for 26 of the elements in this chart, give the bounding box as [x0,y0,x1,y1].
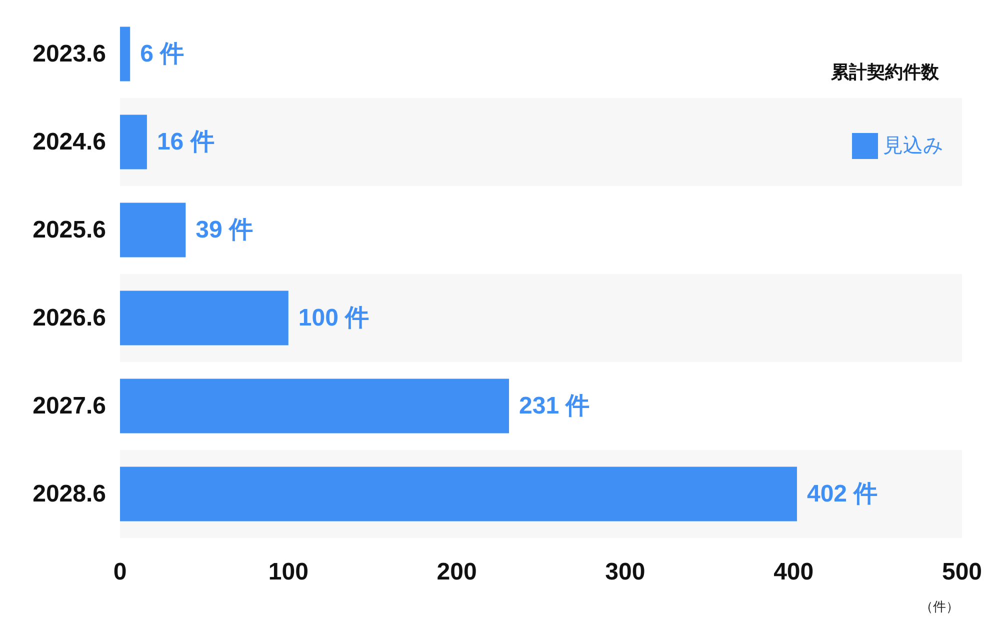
bar [120,202,186,258]
x-axis-title: （件） [920,599,959,614]
bar [120,290,288,346]
data-label: 16 件 [156,128,214,156]
data-label: 39 件 [196,216,254,244]
x-tick-label: 200 [436,558,477,586]
y-tick-label: 2024.6 [32,128,106,156]
data-label: 402 件 [806,480,878,508]
x-tick-label: 300 [605,558,646,586]
data-label: 100 件 [298,304,370,332]
data-label: 6 件 [140,40,184,68]
text: 累計契約件数 [830,62,940,82]
y-tick-label: 2026.6 [32,304,106,332]
y-tick-label: 2027.6 [32,392,106,420]
y-tick-label: 2023.6 [32,40,106,68]
bar [120,26,130,82]
bar [120,114,147,170]
y-tick-label: 2025.6 [32,216,106,244]
x-tick-label: 400 [774,558,814,586]
legend-label: 見込み [883,135,943,157]
y-tick-label: 2028.6 [32,480,106,508]
x-tick-label: 0 [113,558,127,586]
data-label: 231 件 [519,392,590,420]
x-tick-label: 100 [268,558,308,586]
x-tick-label: 500 [942,558,982,586]
bar [120,378,510,434]
